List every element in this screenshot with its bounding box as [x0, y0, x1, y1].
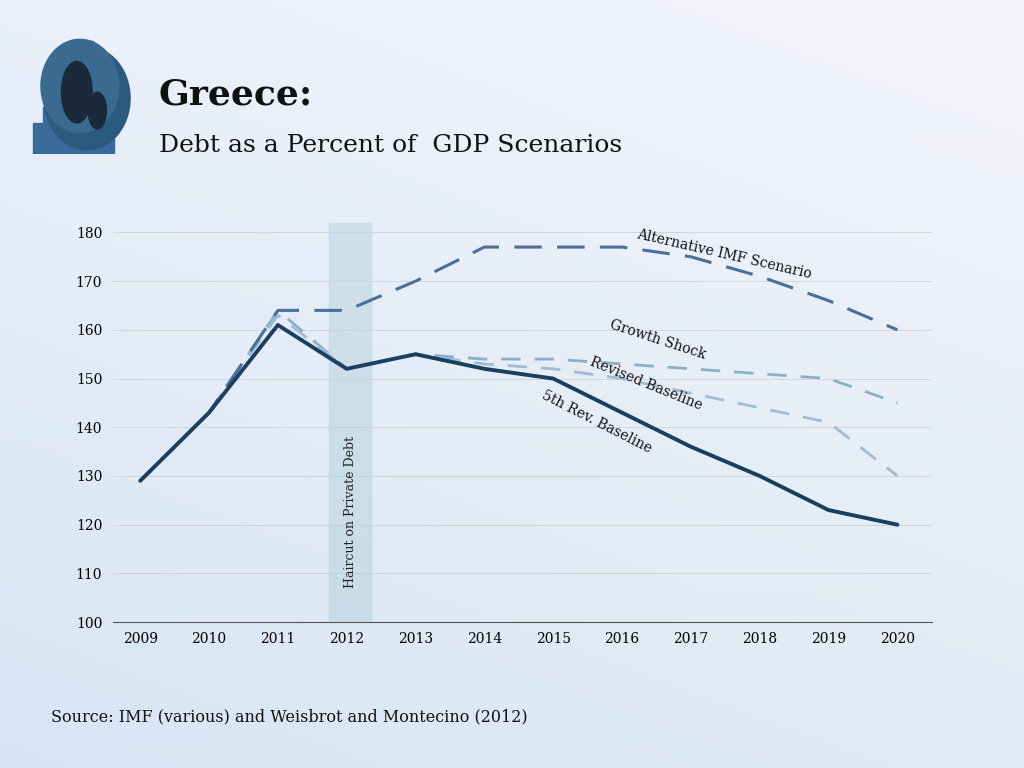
- Bar: [330, 223, 371, 622]
- Text: Debt as a Percent of  GDP Scenarios: Debt as a Percent of GDP Scenarios: [159, 134, 622, 157]
- Text: Source: IMF (various) and Weisbrot and Montecino (2012): Source: IMF (various) and Weisbrot and M…: [51, 709, 527, 726]
- Bar: [63, 78, 73, 154]
- Text: 5th Rev. Baseline: 5th Rev. Baseline: [540, 389, 654, 456]
- Text: Revised Baseline: Revised Baseline: [588, 355, 705, 412]
- Text: Greece:: Greece:: [159, 78, 313, 111]
- Bar: [74, 58, 83, 154]
- Bar: [33, 123, 42, 154]
- Circle shape: [44, 47, 130, 150]
- Text: Haircut on Private Debt: Haircut on Private Debt: [344, 436, 356, 588]
- Bar: [43, 107, 52, 154]
- Bar: [94, 53, 103, 154]
- Bar: [84, 41, 93, 154]
- Bar: [53, 92, 62, 154]
- Ellipse shape: [61, 61, 92, 123]
- Text: Growth Shock: Growth Shock: [608, 317, 708, 362]
- Ellipse shape: [88, 92, 106, 129]
- Bar: [104, 70, 114, 154]
- Text: Alternative IMF Scenario: Alternative IMF Scenario: [636, 227, 813, 281]
- Circle shape: [41, 39, 119, 133]
